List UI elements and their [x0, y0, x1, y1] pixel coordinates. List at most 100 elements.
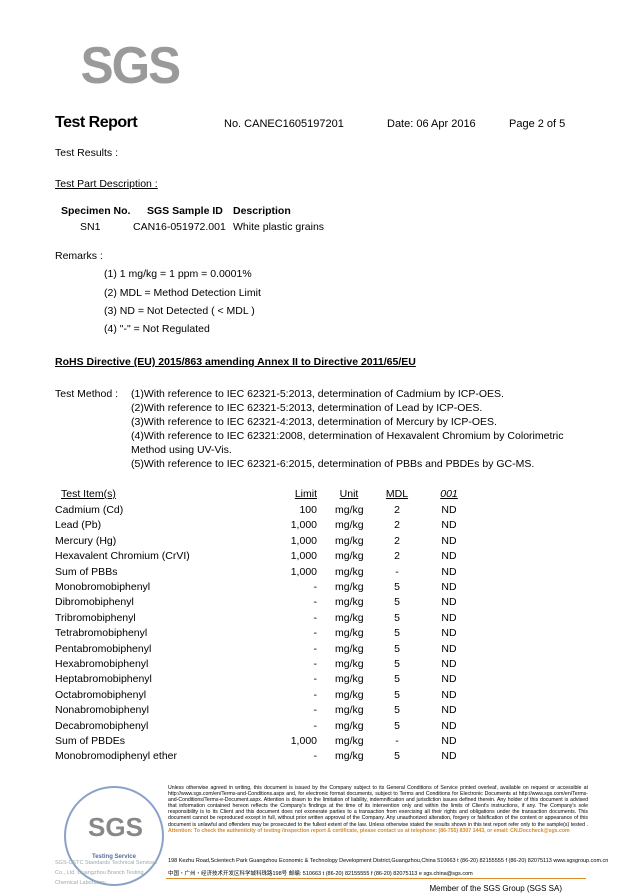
cell-test-item: Sum of PBBs	[55, 565, 118, 578]
cell-limit: -	[313, 611, 318, 624]
cell-test-item: Tribromobiphenyl	[55, 611, 136, 624]
cell-limit: 1,000	[290, 534, 317, 547]
part-description-text: Test Part Description :	[55, 178, 158, 190]
cell-limit: -	[313, 719, 318, 732]
cell-mdl: 2	[394, 519, 400, 532]
cell-mdl: 5	[394, 750, 400, 763]
remarks-label: Remarks :	[55, 250, 103, 262]
cell-unit: mg/kg	[335, 658, 364, 670]
sgs-logo: SGS	[80, 37, 182, 95]
cell-mdl: 5	[394, 658, 400, 670]
cell-mdl: 5	[394, 581, 400, 593]
cell-test-item: Pentabromobiphenyl	[55, 642, 152, 655]
cell-result: ND	[441, 750, 457, 763]
lab-name: SGS-CSTC Standards Technical Services Co…	[55, 860, 157, 886]
cell-mdl: -	[395, 565, 399, 578]
sample-id: CAN16-051972.001	[133, 221, 226, 233]
col-mdl: MDL	[385, 488, 409, 500]
description-header: Description	[233, 205, 291, 217]
table-row: Octabromobiphenyl - mg/kg 5 ND	[55, 689, 475, 704]
specimen-no: SN1	[80, 221, 101, 233]
cell-mdl: 2	[394, 534, 400, 547]
cell-mdl: 5	[394, 688, 400, 701]
cell-limit: -	[313, 673, 318, 686]
cell-unit: mg/kg	[335, 504, 364, 516]
page-number: Page 2 of 5	[509, 118, 566, 130]
cell-result: ND	[441, 658, 457, 670]
cell-test-item: Dibromobiphenyl	[55, 596, 134, 609]
directive-text: RoHS Directive (EU) 2015/863 amending An…	[55, 356, 416, 368]
seal-logo: SGS	[88, 812, 143, 842]
cell-result: ND	[441, 735, 457, 747]
table-row: Decabromobiphenyl - mg/kg 5 ND	[55, 720, 475, 735]
cell-unit: mg/kg	[335, 550, 364, 563]
cell-unit: mg/kg	[335, 534, 364, 547]
test-results-label: Test Results :	[55, 147, 119, 159]
cell-mdl: 5	[394, 704, 400, 717]
report-date: Date: 06 Apr 2016	[387, 118, 476, 130]
cell-mdl: 5	[394, 596, 400, 609]
cell-mdl: 2	[394, 504, 400, 516]
cell-mdl: 5	[394, 611, 400, 624]
report-number: No. CANEC1605197201	[224, 118, 344, 130]
method-line: (1)With reference to IEC 62321-5:2013, d…	[131, 388, 504, 400]
cell-limit: -	[313, 627, 318, 640]
table-row: Dibromobiphenyl - mg/kg 5 ND	[55, 596, 475, 611]
cell-unit: mg/kg	[335, 735, 364, 747]
cell-test-item: Lead (Pb)	[55, 519, 102, 532]
method-line: (4)With reference to IEC 62321:2008, det…	[131, 430, 564, 442]
cell-test-item: Mercury (Hg)	[55, 534, 117, 547]
cell-test-item: Octabromobiphenyl	[55, 688, 147, 701]
cell-limit: -	[313, 750, 318, 763]
cell-unit: mg/kg	[335, 642, 364, 655]
cell-mdl: 2	[394, 550, 400, 563]
remark-item: (4) "-" = Not Regulated	[104, 323, 210, 335]
cell-limit: 1,000	[290, 565, 317, 578]
col-limit: Limit	[294, 488, 317, 500]
address-english: 198 Kezhu Road,Scientech Park Guangzhou …	[168, 858, 609, 864]
cell-result: ND	[441, 688, 457, 701]
cell-result: ND	[441, 611, 457, 624]
remark-item: (3) ND = Not Detected ( < MDL )	[104, 305, 255, 317]
disclaimer-text: Unless otherwise agreed in writing, this…	[168, 785, 588, 828]
member-text: Member of the SGS Group (SGS SA)	[429, 884, 563, 893]
cell-unit: mg/kg	[335, 519, 364, 532]
seal-text: Testing Service	[92, 854, 136, 860]
col-test-item: Test Item(s)	[61, 488, 116, 500]
col-unit: Unit	[339, 488, 359, 500]
table-row: Heptabromobiphenyl - mg/kg 5 ND	[55, 673, 475, 688]
cell-test-item: Nonabromobiphenyl	[55, 704, 149, 717]
method-line: (5)With reference to IEC 62321-6:2015, d…	[131, 458, 535, 470]
page-title: Test Report	[55, 114, 138, 131]
cell-test-item: Monobromobiphenyl	[55, 581, 151, 593]
cell-result: ND	[441, 642, 457, 655]
cell-result: ND	[441, 565, 457, 578]
cell-limit: 1,000	[290, 550, 317, 563]
method-line: (2)With reference to IEC 62321-5:2013, d…	[131, 402, 483, 414]
table-row: Nonabromobiphenyl - mg/kg 5 ND	[55, 704, 475, 719]
table-row: Monobromodiphenyl ether - mg/kg 5 ND	[55, 750, 475, 765]
table-header-row: Test Item(s) Limit Unit MDL 001	[55, 488, 475, 503]
cell-test-item: Hexabromobiphenyl	[55, 658, 149, 670]
remark-item: (1) 1 mg/kg = 1 ppm = 0.0001%	[104, 268, 252, 280]
cell-mdl: -	[395, 735, 399, 747]
cell-mdl: 5	[394, 627, 400, 640]
cell-test-item: Cadmium (Cd)	[55, 504, 124, 516]
cell-result: ND	[441, 704, 457, 717]
cell-result: ND	[441, 519, 457, 532]
cell-limit: -	[313, 596, 318, 609]
cell-limit: -	[313, 642, 318, 655]
sample-id-header: SGS Sample ID	[147, 205, 223, 217]
cell-result: ND	[441, 550, 457, 563]
cell-result: ND	[441, 673, 457, 686]
cell-unit: mg/kg	[335, 565, 364, 578]
cell-limit: -	[313, 704, 318, 717]
cell-unit: mg/kg	[335, 750, 364, 763]
cell-limit: 100	[299, 504, 317, 516]
table-row: Hexavalent Chromium (CrVI) 1,000 mg/kg 2 ND	[55, 550, 475, 565]
cell-unit: mg/kg	[335, 581, 364, 593]
cell-unit: mg/kg	[335, 719, 364, 732]
cell-mdl: 5	[394, 642, 400, 655]
table-row: Monobromobiphenyl - mg/kg 5 ND	[55, 581, 475, 596]
